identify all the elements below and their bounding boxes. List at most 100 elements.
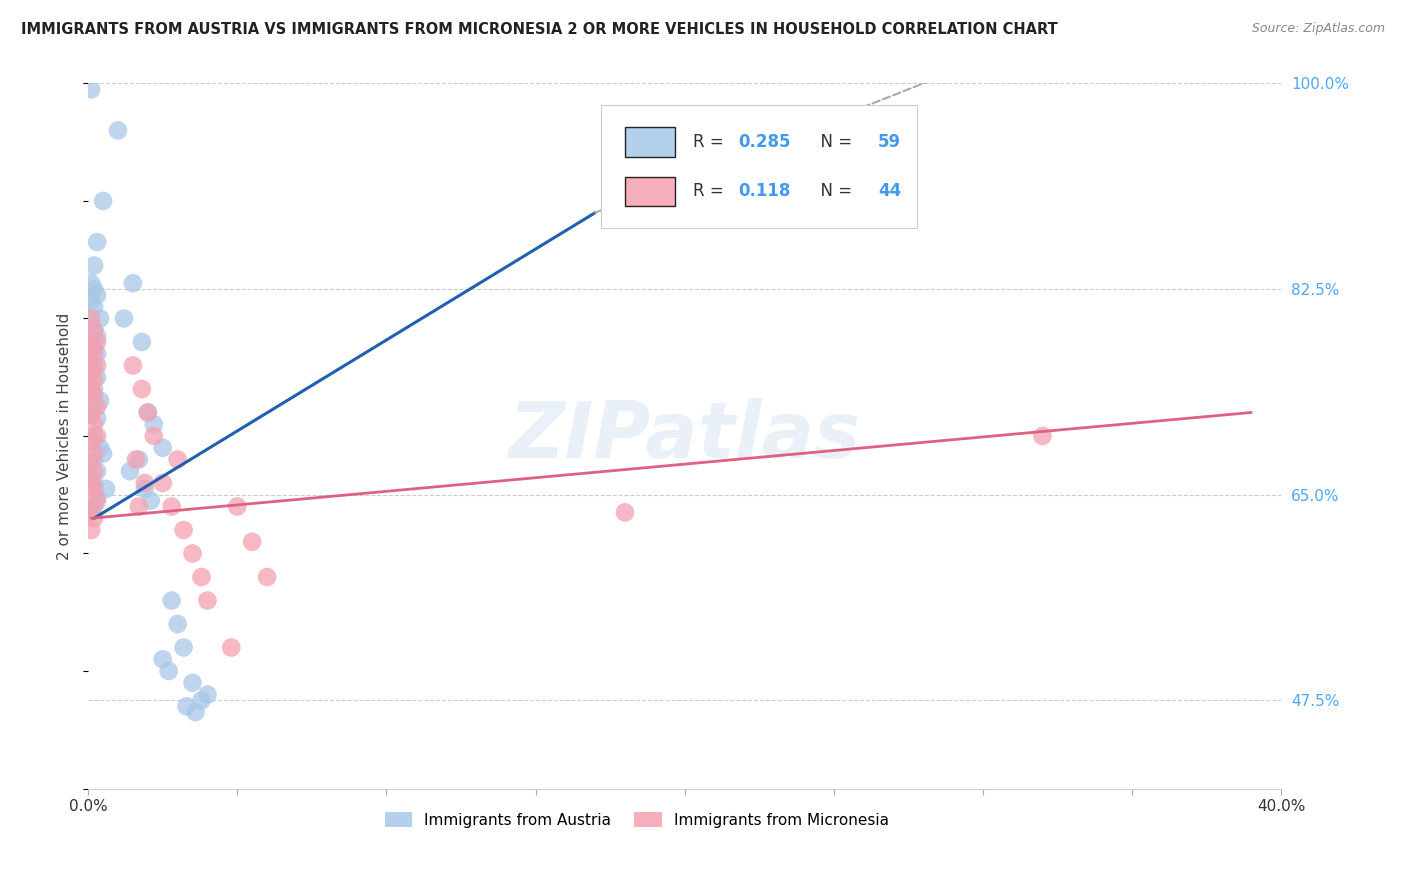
Point (83, 259, 105, 273)
FancyBboxPatch shape (626, 177, 675, 206)
Point (83, 300, 105, 314)
Point (83, 429, 105, 443)
Point (80, 405, 103, 419)
Point (256, 570, 278, 584)
Point (136, 405, 159, 419)
Text: ZIPatlas: ZIPatlas (509, 398, 860, 474)
Point (80, 277, 103, 291)
Point (94, 482, 117, 496)
Point (83, 382, 105, 396)
FancyBboxPatch shape (602, 104, 917, 228)
Point (83, 347, 105, 361)
Point (80, 475, 103, 490)
Point (80, 311, 103, 326)
Point (181, 547, 204, 561)
Point (131, 334, 153, 349)
Point (122, 277, 145, 291)
Point (131, 382, 153, 396)
Point (83, 400, 105, 414)
Point (80, 82, 103, 96)
Text: N =: N = (810, 182, 858, 201)
Point (80, 388, 103, 402)
Point (86, 288, 108, 302)
Text: 0.285: 0.285 (738, 133, 790, 151)
Text: 59: 59 (877, 133, 901, 151)
Point (83, 417, 105, 432)
Point (83, 359, 105, 373)
Point (152, 441, 174, 455)
Point (80, 434, 103, 449)
Point (112, 311, 135, 326)
Point (80, 364, 103, 378)
Point (80, 434, 103, 449)
Point (80, 523, 103, 537)
Point (86, 347, 108, 361)
Point (190, 693, 212, 707)
Point (107, 123, 129, 137)
Point (160, 593, 183, 607)
Point (240, 534, 263, 549)
Point (83, 475, 105, 490)
Point (134, 475, 156, 490)
Text: Source: ZipAtlas.com: Source: ZipAtlas.com (1251, 22, 1385, 36)
Point (83, 500, 105, 514)
Text: IMMIGRANTS FROM AUSTRIA VS IMMIGRANTS FROM MICRONESIA 2 OR MORE VEHICLES IN HOUS: IMMIGRANTS FROM AUSTRIA VS IMMIGRANTS FR… (21, 22, 1057, 37)
Point (118, 464, 141, 478)
Point (166, 452, 188, 467)
Point (142, 429, 165, 443)
Text: N =: N = (810, 133, 858, 151)
Point (152, 652, 174, 666)
Point (173, 640, 195, 655)
Point (86, 334, 108, 349)
Point (197, 688, 219, 702)
Point (190, 570, 212, 584)
Legend: Immigrants from Austria, Immigrants from Micronesia: Immigrants from Austria, Immigrants from… (378, 805, 896, 834)
Point (136, 405, 159, 419)
Point (80, 470, 103, 484)
Point (80, 293, 103, 308)
Point (89, 441, 111, 455)
Point (86, 400, 108, 414)
Point (86, 493, 108, 508)
Point (83, 447, 105, 461)
Point (221, 640, 243, 655)
Point (83, 482, 105, 496)
Text: R =: R = (693, 182, 728, 201)
Point (80, 505, 103, 519)
Text: 0.118: 0.118 (738, 182, 790, 201)
Point (86, 429, 108, 443)
Point (80, 382, 103, 396)
Point (614, 505, 637, 519)
Point (152, 475, 174, 490)
Point (184, 705, 207, 719)
Point (173, 523, 195, 537)
Point (128, 500, 150, 514)
Point (86, 370, 108, 384)
Point (1031, 429, 1053, 443)
Point (83, 464, 105, 478)
Point (142, 417, 165, 432)
Point (86, 359, 108, 373)
Point (176, 699, 198, 714)
Point (80, 364, 103, 378)
Point (166, 617, 188, 632)
Point (91, 447, 114, 461)
Point (157, 664, 180, 678)
Point (128, 452, 150, 467)
Point (197, 593, 219, 607)
Point (89, 311, 111, 326)
Point (86, 411, 108, 425)
Text: R =: R = (693, 133, 728, 151)
Point (83, 282, 105, 296)
Point (80, 408, 103, 422)
Point (80, 341, 103, 355)
Point (80, 318, 103, 332)
Point (80, 455, 103, 469)
Point (125, 452, 148, 467)
Point (83, 341, 105, 355)
Point (83, 323, 105, 337)
Point (83, 452, 105, 467)
Point (80, 352, 103, 367)
Point (86, 329, 108, 343)
Point (83, 388, 105, 402)
